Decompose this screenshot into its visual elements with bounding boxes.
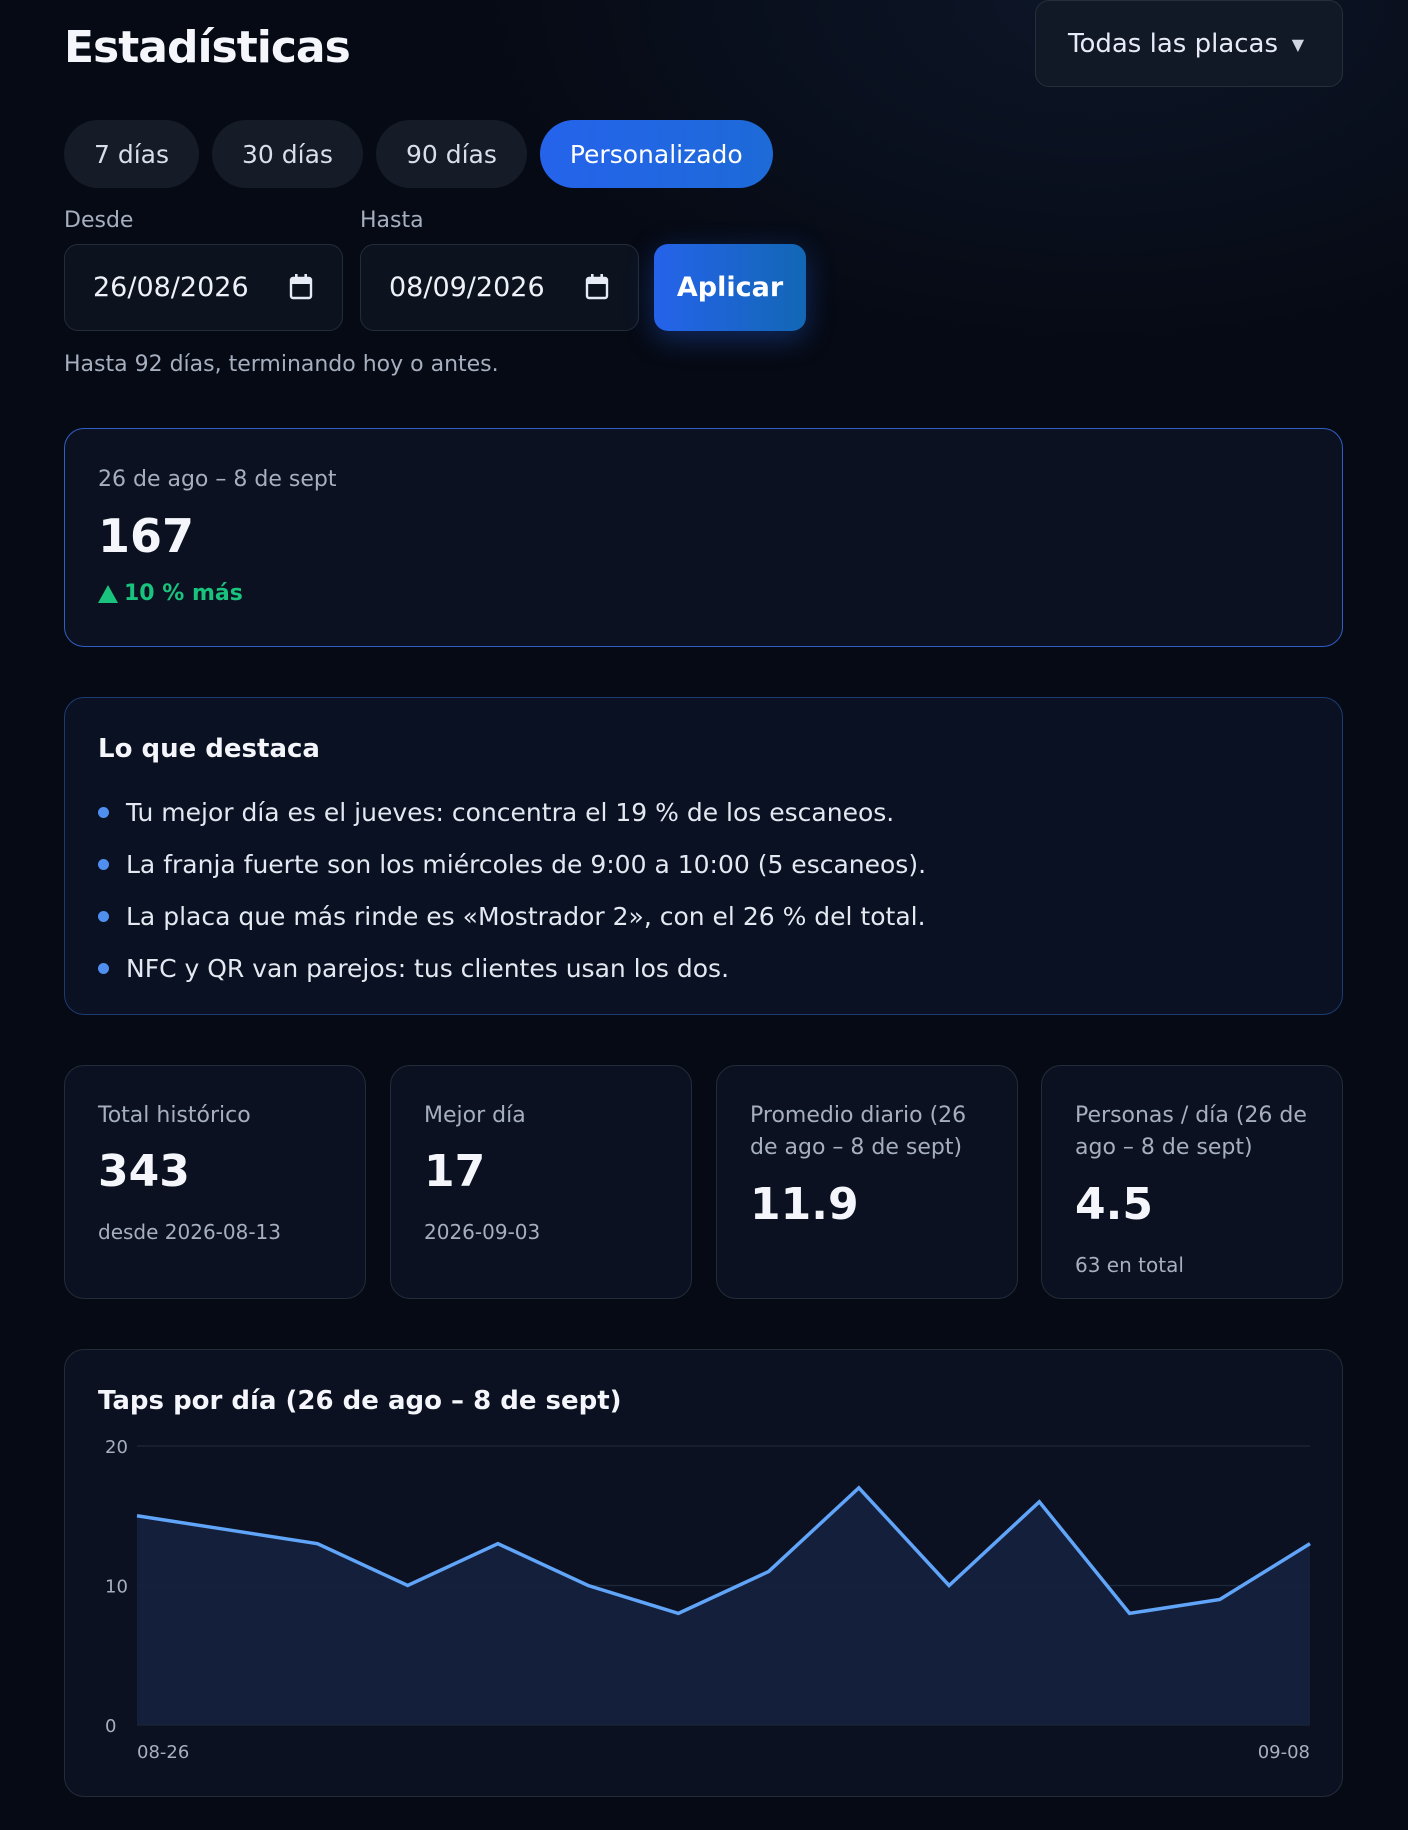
summary-value: 167 xyxy=(98,509,195,563)
bullet-icon xyxy=(98,858,109,870)
stat-best-day: Mejor día 17 2026-09-03 xyxy=(390,1065,692,1299)
x-tick-label: 09-08 xyxy=(1258,1742,1310,1763)
highlight-text: Tu mejor día es el jueves: concentra el … xyxy=(126,797,895,827)
taps-chart: 0 10 20 08-26 09-08 xyxy=(105,1437,1311,1763)
summary-period: 26 de ago – 8 de sept xyxy=(98,467,337,492)
calendar-icon[interactable] xyxy=(288,273,314,301)
stat-sub: desde 2026-08-13 xyxy=(98,1220,282,1244)
stat-label: Personas / día (26 de ago – 8 de sept) xyxy=(1075,1103,1307,1160)
bullet-icon xyxy=(98,806,109,818)
stat-label: Promedio diario (26 de ago – 8 de sept) xyxy=(750,1103,967,1160)
summary-delta-text: 10 % más xyxy=(124,581,243,606)
stats-grid: Total histórico 343 desde 2026-08-13 Mej… xyxy=(64,1065,1343,1299)
bullet-icon xyxy=(98,962,109,974)
range-tabs: 7 días 30 días 90 días Personalizado xyxy=(64,120,773,188)
stat-label: Total histórico xyxy=(98,1103,251,1128)
stat-value: 17 xyxy=(424,1146,486,1197)
list-item: La franja fuerte son los miércoles de 9:… xyxy=(98,838,926,890)
caret-down-icon: ▼ xyxy=(1291,35,1304,54)
stat-sub: 2026-09-03 xyxy=(424,1220,541,1244)
calendar-icon[interactable] xyxy=(584,273,610,301)
bullet-icon xyxy=(98,910,109,922)
y-tick-label: 10 xyxy=(105,1577,128,1598)
highlight-text: La placa que más rinde es «Mostrador 2»,… xyxy=(126,901,926,931)
chart-title: Taps por día (26 de ago – 8 de sept) xyxy=(98,1386,622,1416)
list-item: La placa que más rinde es «Mostrador 2»,… xyxy=(98,890,926,942)
header: Estadísticas Todas las placas ▼ xyxy=(64,0,1343,90)
stat-sub: 63 en total xyxy=(1075,1253,1184,1277)
y-tick-label: 0 xyxy=(105,1716,116,1737)
series-line xyxy=(136,1485,1311,1616)
stat-total-historic: Total histórico 343 desde 2026-08-13 xyxy=(64,1065,366,1299)
list-item: Tu mejor día es el jueves: concentra el … xyxy=(98,786,926,838)
highlight-text: La franja fuerte son los miércoles de 9:… xyxy=(126,849,927,879)
range-custom[interactable]: Personalizado xyxy=(539,120,773,188)
stat-people-per-day: Personas / día (26 de ago – 8 de sept) 4… xyxy=(1041,1065,1343,1299)
plate-filter-value: Todas las placas xyxy=(1068,28,1279,59)
range-30-days[interactable]: 30 días xyxy=(212,120,363,188)
from-date-input[interactable]: 26/08/2026 xyxy=(64,244,343,331)
to-date-input[interactable]: 08/09/2026 xyxy=(360,244,639,331)
range-7-days[interactable]: 7 días xyxy=(64,120,200,188)
highlights-list: Tu mejor día es el jueves: concentra el … xyxy=(98,786,926,994)
from-date-value: 26/08/2026 xyxy=(93,272,249,303)
highlights-card: Lo que destaca Tu mejor día es el jueves… xyxy=(64,697,1343,1015)
y-tick-label: 20 xyxy=(105,1437,128,1458)
list-item: NFC y QR van parejos: tus clientes usan … xyxy=(98,942,926,994)
range-hint: Hasta 92 días, terminando hoy o antes. xyxy=(64,352,499,377)
page-title: Estadísticas xyxy=(64,22,351,73)
x-tick-label: 08-26 xyxy=(137,1742,189,1763)
summary-card: 26 de ago – 8 de sept 167 10 % más xyxy=(64,428,1343,647)
taps-chart-card: Taps por día (26 de ago – 8 de sept) 0 10… xyxy=(64,1349,1343,1797)
summary-delta: 10 % más xyxy=(98,581,243,606)
trend-up-icon xyxy=(98,584,118,603)
highlight-text: NFC y QR van parejos: tus clientes usan … xyxy=(126,953,730,983)
apply-button[interactable]: Aplicar xyxy=(654,244,806,331)
stat-daily-average: Promedio diario (26 de ago – 8 de sept) … xyxy=(716,1065,1018,1299)
from-label: Desde xyxy=(64,208,134,233)
plate-filter-select[interactable]: Todas las placas ▼ xyxy=(1035,0,1343,87)
stat-value: 343 xyxy=(98,1146,190,1197)
stat-value: 4.5 xyxy=(1075,1179,1153,1230)
area-fill xyxy=(137,1487,1310,1725)
stat-label: Mejor día xyxy=(424,1103,526,1128)
to-label: Hasta xyxy=(360,208,424,233)
highlights-title: Lo que destaca xyxy=(98,734,320,764)
range-90-days[interactable]: 90 días xyxy=(375,120,527,188)
stat-value: 11.9 xyxy=(750,1179,859,1230)
to-date-value: 08/09/2026 xyxy=(389,272,545,303)
